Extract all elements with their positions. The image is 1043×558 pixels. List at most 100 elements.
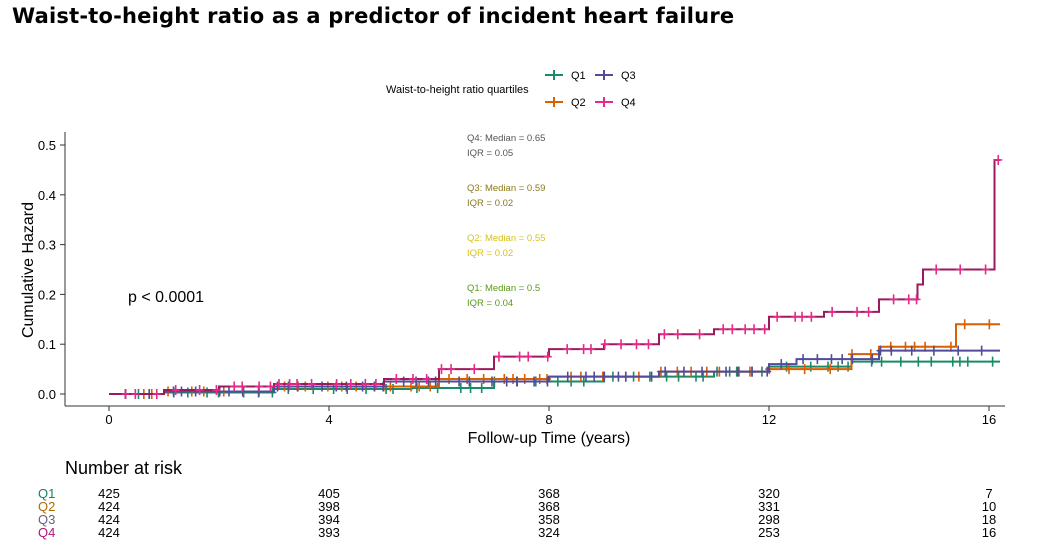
censor-mark-q4 [864, 306, 873, 317]
censor-mark-q3 [530, 376, 539, 387]
censor-mark-q4 [447, 364, 456, 375]
censor-mark-q4 [807, 311, 816, 322]
risk-value: 18 [981, 512, 997, 527]
censor-mark-q3 [929, 345, 938, 356]
censor-mark-q4 [307, 379, 316, 390]
censor-mark-q3 [399, 376, 408, 387]
censor-mark-q2 [985, 319, 994, 330]
censor-mark-q4 [470, 364, 479, 375]
censor-mark-q4 [361, 379, 370, 390]
annotation-iqr: IQR = 0.04 [467, 298, 513, 309]
censor-mark-q1 [343, 384, 352, 395]
risk-value: 368 [538, 499, 560, 514]
censor-mark-q3 [661, 366, 670, 377]
censor-mark-q1 [806, 361, 815, 372]
censor-mark-q4 [579, 344, 588, 355]
annotation-iqr: IQR = 0.02 [467, 248, 513, 259]
censor-mark-q4 [494, 351, 503, 362]
censor-mark-q3 [502, 376, 511, 387]
censor-mark-q4 [632, 339, 641, 350]
censor-mark-q4 [195, 385, 204, 396]
x-tick-label: 8 [545, 412, 552, 427]
risk-row-label: Q1 [38, 486, 56, 501]
censor-mark-q4 [695, 329, 704, 340]
censor-mark-q4 [798, 311, 807, 322]
censor-mark-q2 [784, 364, 793, 375]
censor-mark-q1 [948, 356, 957, 367]
censor-mark-q4 [728, 324, 737, 335]
risk-value: 324 [538, 525, 560, 540]
censor-mark-q4 [255, 381, 264, 392]
censor-mark-q3 [907, 345, 916, 356]
censor-mark-q3 [342, 381, 351, 392]
censor-mark-q3 [827, 354, 836, 365]
y-tick-label: 0.2 [38, 287, 56, 302]
censor-mark-q3 [600, 371, 609, 382]
legend-label-q3: Q3 [621, 70, 636, 82]
risk-value: 424 [98, 525, 120, 540]
censor-mark-q2 [426, 381, 435, 392]
censor-mark-q1 [927, 356, 936, 367]
risk-value: 10 [981, 499, 997, 514]
censor-mark-q3 [614, 371, 623, 382]
x-tick-label: 4 [325, 412, 332, 427]
censor-mark-q2 [445, 374, 454, 385]
censor-mark-q2 [866, 349, 875, 360]
censor-mark-q3 [876, 345, 885, 356]
risk-row-label: Q4 [38, 525, 56, 540]
risk-value: 424 [98, 499, 120, 514]
risk-value: 394 [318, 512, 340, 527]
censor-mark-q4 [437, 364, 446, 375]
censor-mark-q4 [741, 324, 750, 335]
censor-mark-q4 [543, 351, 552, 362]
censor-mark-q3 [813, 354, 822, 365]
censor-mark-q1 [466, 383, 475, 394]
censor-mark-q3 [224, 386, 233, 397]
censor-mark-q4 [408, 374, 417, 385]
x-tick-label: 0 [105, 412, 112, 427]
censor-mark-q2 [386, 381, 395, 392]
censor-mark-q1 [988, 356, 997, 367]
censor-mark-q3 [370, 381, 379, 392]
y-tick-label: 0.1 [38, 337, 56, 352]
annotation-median: Q4: Median = 0.65 [467, 133, 545, 144]
censor-mark-q4 [981, 264, 990, 275]
censor-mark-q4 [515, 351, 524, 362]
censor-mark-q4 [904, 294, 913, 305]
censor-mark-q3 [799, 354, 808, 365]
censor-mark-q4 [828, 306, 837, 317]
censor-mark-q1 [433, 383, 442, 394]
censor-mark-q4 [392, 374, 401, 385]
censor-mark-q1 [877, 356, 886, 367]
censor-mark-q3 [581, 371, 590, 382]
x-axis-label: Follow-up Time (years) [468, 430, 631, 447]
risk-value: 16 [981, 525, 997, 540]
censor-mark-q2 [535, 374, 544, 385]
censor-mark-q3 [465, 376, 474, 387]
censor-mark-q4 [673, 329, 682, 340]
censor-mark-q4 [238, 381, 247, 392]
censor-mark-q3 [763, 366, 772, 377]
censor-mark-q3 [455, 376, 464, 387]
censor-mark-q3 [848, 354, 857, 365]
censor-mark-q4 [932, 264, 941, 275]
censor-mark-q4 [171, 385, 180, 396]
censor-mark-q3 [733, 366, 742, 377]
censor-mark-q4 [212, 385, 221, 396]
annotation-median: Q1: Median = 0.5 [467, 283, 540, 294]
censor-mark-q4 [994, 154, 1003, 165]
censor-mark-q4 [600, 339, 609, 350]
risk-value: 398 [318, 499, 340, 514]
x-tick-label: 16 [982, 412, 996, 427]
censor-mark-q1 [477, 383, 486, 394]
censor-mark-q2 [520, 374, 529, 385]
censor-mark-q3 [424, 376, 433, 387]
censor-mark-q2 [407, 381, 416, 392]
y-tick-label: 0.0 [38, 387, 56, 402]
risk-table-title: Number at risk [65, 458, 183, 478]
censor-mark-q2 [479, 374, 488, 385]
censor-mark-q3 [887, 345, 896, 356]
censor-mark-q2 [826, 364, 835, 375]
censor-mark-q3 [748, 366, 757, 377]
y-tick-label: 0.4 [38, 188, 56, 203]
